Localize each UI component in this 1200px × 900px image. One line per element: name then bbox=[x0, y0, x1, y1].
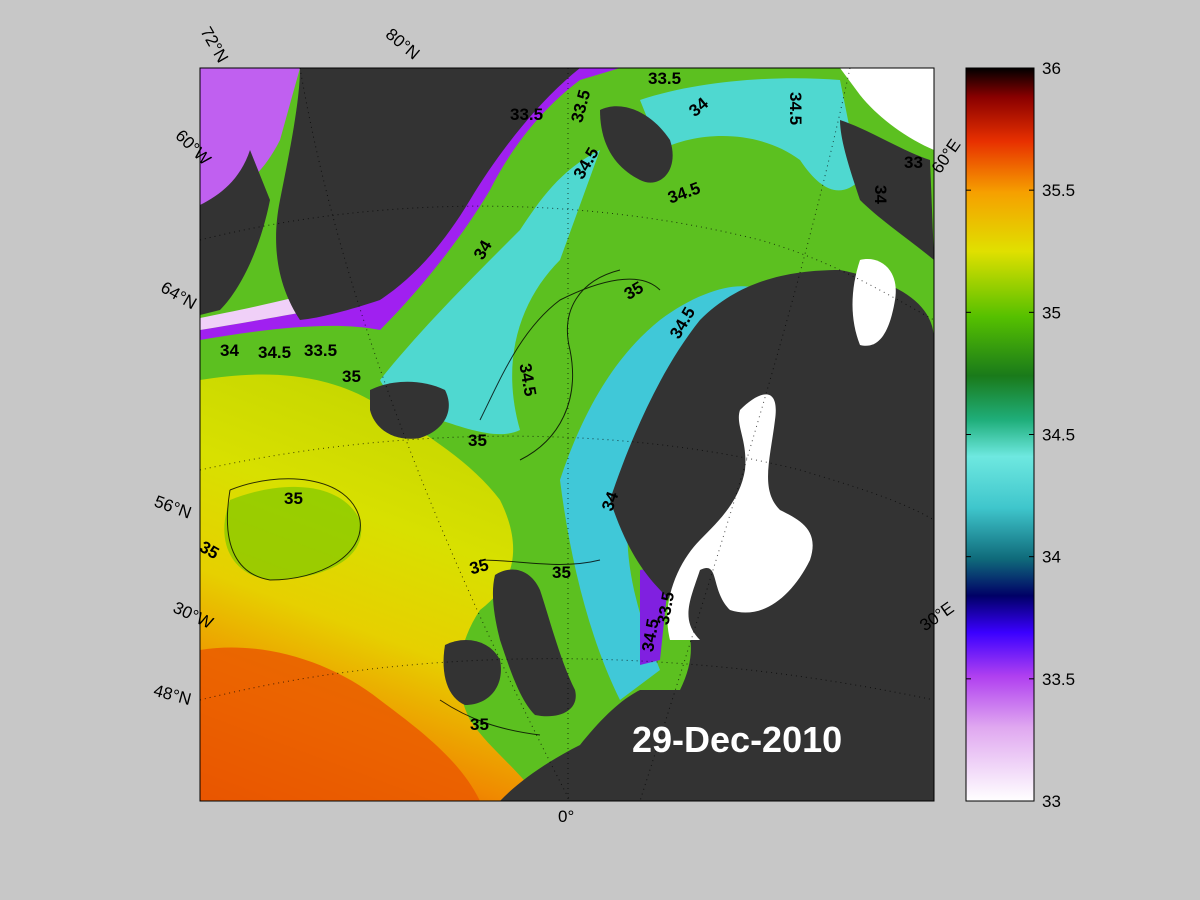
colorbar-tick-label: 35.5 bbox=[1042, 181, 1075, 200]
colorbar-gradient bbox=[965, 67, 1035, 802]
nordic-seas-teal bbox=[380, 150, 600, 435]
svalbard-land bbox=[600, 106, 673, 183]
contour-label: 35 bbox=[468, 431, 487, 450]
colorbar-tick-label: 35 bbox=[1042, 303, 1061, 322]
colorbar-tick-label: 33 bbox=[1042, 792, 1061, 811]
contour-label: 33.5 bbox=[304, 341, 337, 360]
contour-label: 35 bbox=[467, 555, 490, 578]
arctic-purple bbox=[200, 68, 300, 210]
lon0-label: 0° bbox=[558, 807, 574, 826]
contour-label: 33.5 bbox=[648, 69, 681, 88]
map-panel bbox=[200, 68, 934, 801]
contour-label: 35 bbox=[342, 367, 361, 386]
novaya-zemlya-land bbox=[840, 120, 934, 260]
map-frame bbox=[199, 67, 935, 802]
colorbar-ticks: 36 35.5 35 34.5 34 33.5 33 bbox=[966, 59, 1075, 811]
baltic-ice bbox=[667, 394, 813, 640]
colorbar-tick-label: 34 bbox=[1042, 548, 1061, 567]
colorbar-tick-label: 34.5 bbox=[1042, 426, 1075, 445]
lat56-label: 56°N bbox=[152, 492, 194, 523]
colorbar-tick-label: 33.5 bbox=[1042, 670, 1075, 689]
contour-label: 35 bbox=[470, 715, 489, 734]
ireland-land bbox=[443, 640, 501, 705]
contour-label: 33.5 bbox=[510, 105, 543, 124]
contour-label: 35 bbox=[284, 489, 303, 508]
contour-label: 34 bbox=[220, 341, 239, 360]
greenland-fresh-band bbox=[200, 68, 620, 340]
greenland-west-land bbox=[200, 150, 270, 315]
date-label: 29-Dec-2010 bbox=[632, 719, 842, 760]
british-isles-land bbox=[492, 569, 576, 717]
barents-teal bbox=[640, 78, 860, 191]
contour-label: 33 bbox=[904, 153, 923, 172]
contour-lines bbox=[226, 269, 661, 736]
white-sea-ice bbox=[852, 259, 896, 346]
contour-label: 34.5 bbox=[258, 343, 291, 362]
lat48-label: 48°N bbox=[152, 681, 194, 709]
greenland-land bbox=[276, 68, 580, 320]
contour-label: 34 bbox=[871, 185, 890, 204]
norway-coast-band bbox=[560, 286, 760, 700]
contour-label: 34.5 bbox=[786, 92, 805, 125]
contour-label: 35 bbox=[552, 563, 571, 582]
lat72-label: 72°N bbox=[197, 24, 232, 66]
colorbar-tick-label: 36 bbox=[1042, 59, 1061, 78]
europe-land bbox=[500, 690, 934, 801]
arctic-ice bbox=[840, 68, 934, 150]
lat64-label: 64°N bbox=[158, 278, 200, 313]
atlantic-orange-core bbox=[200, 647, 480, 801]
lat80-label: 80°N bbox=[382, 25, 423, 64]
colorbar: 36 35.5 35 34.5 34 33.5 33 bbox=[965, 59, 1075, 811]
graticule-lines bbox=[200, 68, 934, 801]
atlantic-green-patch bbox=[224, 486, 362, 580]
